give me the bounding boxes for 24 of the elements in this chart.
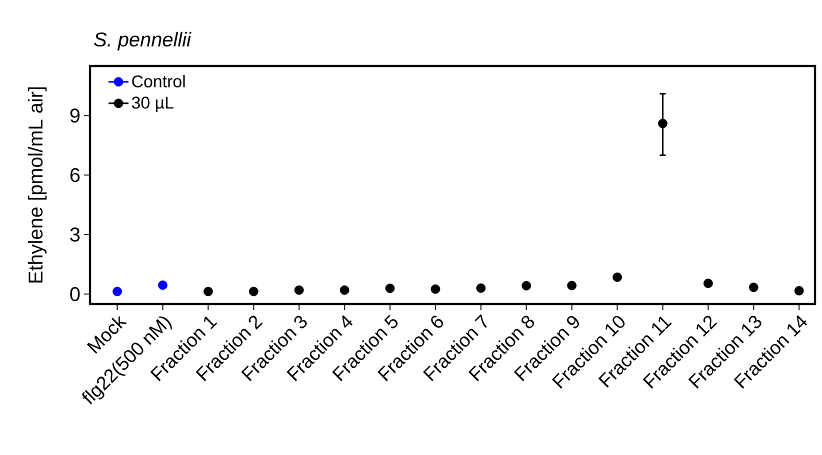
y-axis-title: Ethylene [pmol/mL air] — [28, 87, 47, 282]
point — [385, 284, 395, 294]
point — [112, 286, 122, 296]
y-tick-label: 6 — [70, 168, 80, 182]
point — [703, 278, 713, 288]
point — [248, 286, 258, 296]
point — [658, 118, 668, 128]
point — [794, 286, 804, 296]
y-tick-label: 3 — [70, 228, 80, 242]
point — [612, 272, 622, 282]
point — [158, 280, 168, 290]
point — [522, 281, 532, 290]
point — [567, 280, 577, 290]
point — [430, 284, 440, 294]
y-tick-label: 9 — [70, 108, 80, 123]
y-tick-label: 0 — [70, 287, 80, 302]
point — [340, 285, 350, 295]
point — [748, 282, 758, 292]
point — [294, 285, 304, 295]
point — [203, 286, 213, 296]
legend-label: Control — [132, 74, 185, 88]
chart-title: S. pennellii — [94, 32, 192, 50]
legend-label: 30 µL — [132, 96, 174, 112]
point — [476, 283, 486, 293]
